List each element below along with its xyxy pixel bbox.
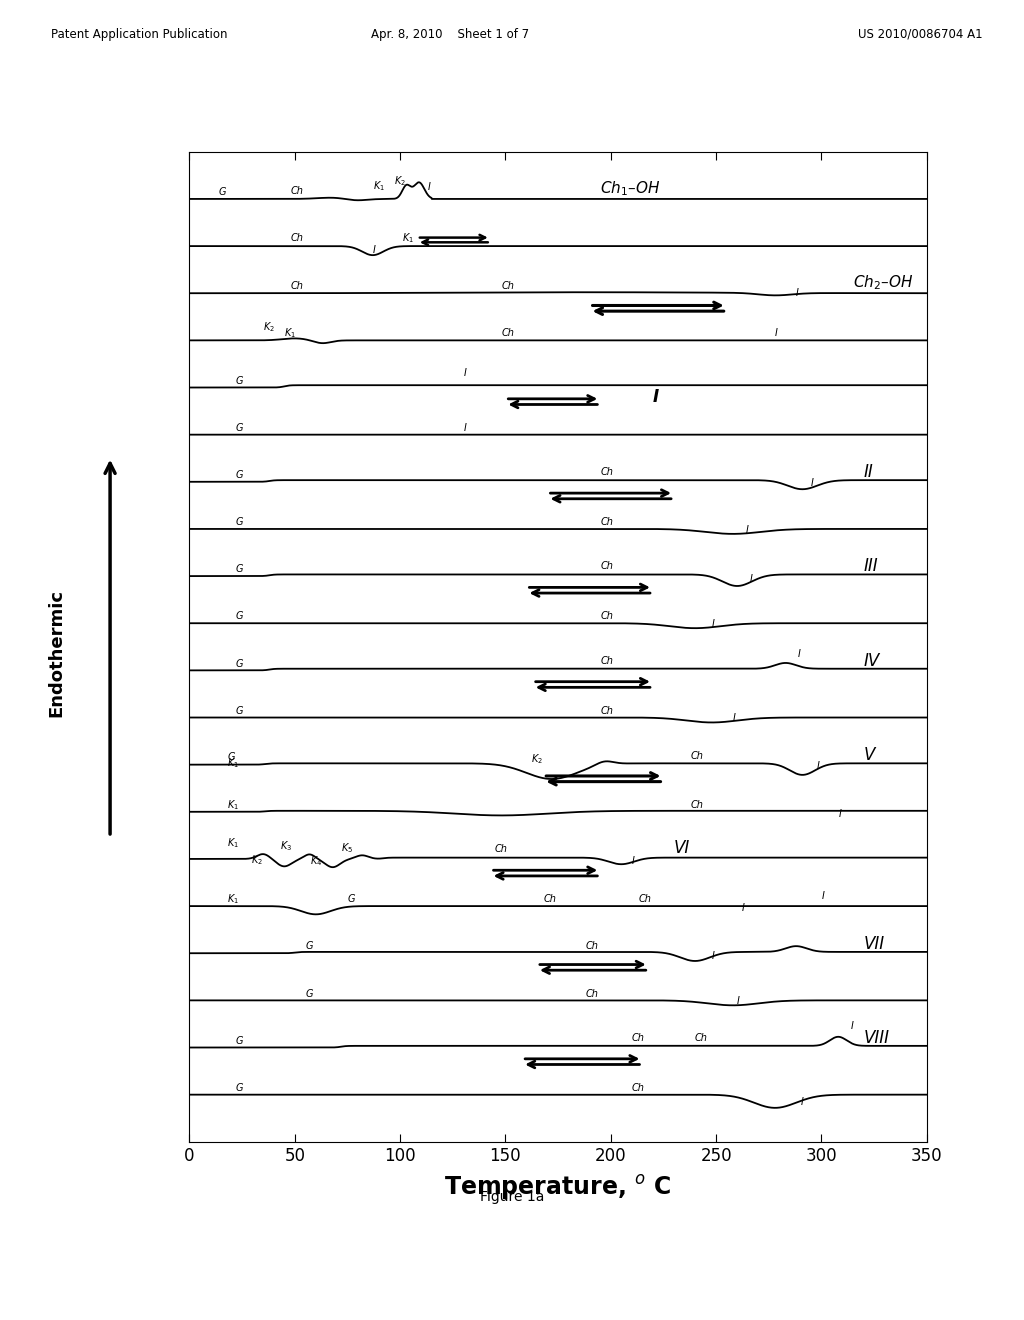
Text: $K_2$: $K_2$	[394, 174, 406, 187]
Text: G: G	[236, 376, 244, 385]
Text: $Ch_2$–OH: $Ch_2$–OH	[853, 273, 913, 292]
Text: $K_3$: $K_3$	[280, 840, 292, 853]
Text: I: I	[712, 950, 715, 961]
Text: G: G	[305, 989, 312, 999]
Text: I: I	[851, 1020, 854, 1031]
Text: I: I	[463, 422, 466, 433]
Text: VIII: VIII	[863, 1028, 890, 1047]
Text: G: G	[236, 470, 244, 480]
Text: I: I	[796, 288, 799, 297]
Text: G: G	[347, 895, 355, 904]
Text: $K_1$: $K_1$	[402, 231, 414, 246]
Text: VI: VI	[674, 840, 690, 857]
Text: Apr. 8, 2010    Sheet 1 of 7: Apr. 8, 2010 Sheet 1 of 7	[372, 28, 529, 41]
Text: G: G	[236, 565, 244, 574]
Text: Ch: Ch	[291, 281, 303, 290]
Text: I: I	[745, 525, 749, 535]
Text: G: G	[227, 752, 234, 762]
Text: Figure 1a: Figure 1a	[480, 1191, 544, 1204]
Text: G: G	[305, 941, 312, 950]
Text: Ch: Ch	[544, 895, 556, 904]
Text: G: G	[219, 187, 226, 197]
Text: G: G	[236, 659, 244, 669]
Text: I: I	[811, 478, 814, 487]
Text: I: I	[463, 368, 466, 379]
Text: V: V	[863, 746, 874, 764]
Text: Ch: Ch	[600, 467, 613, 478]
Text: Ch: Ch	[291, 234, 303, 243]
Text: Ch: Ch	[501, 327, 514, 338]
Text: Endothermic: Endothermic	[47, 590, 66, 717]
Text: Ch: Ch	[291, 186, 303, 197]
Text: Ch: Ch	[638, 895, 651, 904]
Text: I: I	[373, 244, 376, 255]
Text: I: I	[750, 574, 753, 583]
Text: III: III	[863, 557, 879, 576]
X-axis label: Temperature, $^o$ C: Temperature, $^o$ C	[444, 1173, 672, 1203]
Text: I: I	[801, 1097, 803, 1107]
Text: IV: IV	[863, 652, 880, 669]
Text: I: I	[653, 388, 659, 405]
Text: $K_1$: $K_1$	[373, 180, 385, 193]
Text: $K_5$: $K_5$	[341, 841, 353, 855]
Text: Ch: Ch	[600, 517, 613, 527]
Text: I: I	[427, 182, 430, 191]
Text: $Ch_1$–OH: $Ch_1$–OH	[600, 180, 660, 198]
Text: Ch: Ch	[600, 706, 613, 715]
Text: I: I	[737, 997, 740, 1006]
Text: $K_4$: $K_4$	[309, 854, 322, 869]
Text: $K_1$: $K_1$	[227, 799, 240, 812]
Text: Ch: Ch	[600, 656, 613, 665]
Text: $K_1$: $K_1$	[285, 326, 296, 341]
Text: I: I	[839, 809, 841, 818]
Text: $K_1$: $K_1$	[227, 756, 240, 771]
Text: VII: VII	[863, 935, 885, 953]
Text: G: G	[236, 706, 244, 715]
Text: G: G	[236, 611, 244, 622]
Text: Ch: Ch	[495, 845, 508, 854]
Text: Ch: Ch	[586, 941, 598, 950]
Text: Ch: Ch	[600, 561, 613, 572]
Text: Ch: Ch	[691, 751, 703, 762]
Text: $K_1$: $K_1$	[227, 837, 240, 850]
Text: $K_2$: $K_2$	[251, 853, 262, 866]
Text: I: I	[632, 855, 635, 866]
Text: $K_2$: $K_2$	[530, 752, 543, 766]
Text: I: I	[799, 649, 801, 659]
Text: Ch: Ch	[691, 800, 703, 810]
Text: Ch: Ch	[600, 611, 613, 622]
Text: Ch: Ch	[632, 1034, 645, 1043]
Text: G: G	[236, 422, 244, 433]
Text: US 2010/0086704 A1: US 2010/0086704 A1	[858, 28, 983, 41]
Text: I: I	[775, 327, 778, 338]
Text: I: I	[817, 762, 820, 771]
Text: G: G	[236, 1082, 244, 1093]
Text: I: I	[741, 903, 744, 913]
Text: I: I	[712, 619, 715, 630]
Text: Ch: Ch	[586, 989, 598, 999]
Text: G: G	[236, 1036, 244, 1045]
Text: I: I	[821, 891, 824, 902]
Text: Patent Application Publication: Patent Application Publication	[51, 28, 227, 41]
Text: $K_2$: $K_2$	[263, 319, 275, 334]
Text: II: II	[863, 463, 873, 480]
Text: G: G	[236, 517, 244, 527]
Text: $K_1$: $K_1$	[227, 892, 240, 906]
Text: Ch: Ch	[632, 1082, 645, 1093]
Text: Ch: Ch	[695, 1034, 708, 1043]
Text: Ch: Ch	[501, 281, 514, 290]
Text: I: I	[733, 713, 736, 723]
